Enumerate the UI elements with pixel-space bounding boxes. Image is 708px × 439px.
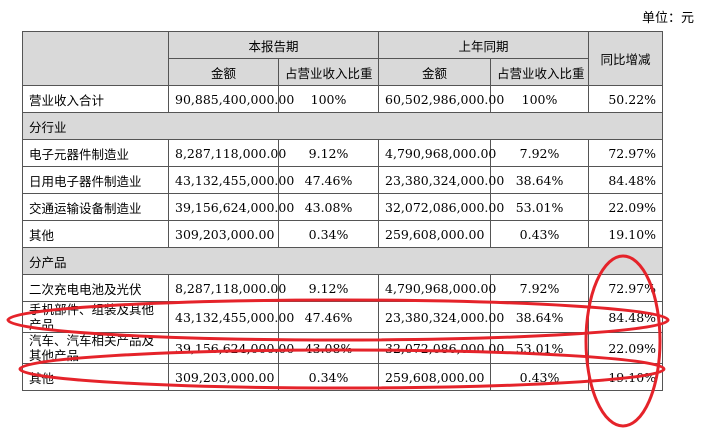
section-title: 分产品 <box>21 247 664 275</box>
prior-amount: 60,502,986,000.00 <box>378 85 504 113</box>
prior-amount: 259,608,000.00 <box>378 220 492 248</box>
revenue-breakdown-table: 本报告期 上年同期 同比增减 金额 占营业收入比重 金额 占营业收入比重 营业收… <box>21 31 664 391</box>
header-yoy-change: 同比增减 <box>588 31 664 86</box>
current-share: 0.34% <box>277 220 380 248</box>
header-prior-share: 占营业收入比重 <box>490 58 590 86</box>
prior-amount: 4,790,968,000.00 <box>378 274 496 302</box>
prior-amount: 23,380,324,000.00 <box>378 166 504 194</box>
unit-label: 单位：元 <box>641 11 694 26</box>
section-title: 分行业 <box>21 112 664 140</box>
current-amount: 39,156,624,000.00 <box>168 193 294 221</box>
current-amount: 43,132,455,000.00 <box>168 166 294 194</box>
row-name: 汽车、汽车相关产品及其他产品 <box>22 332 169 364</box>
row-name: 电子元器件制造业 <box>22 139 169 167</box>
yoy-change: 72.97% <box>588 274 664 302</box>
prior-share: 53.01% <box>490 332 590 364</box>
current-share: 47.46% <box>277 166 380 194</box>
prior-share: 7.92% <box>490 139 590 167</box>
header-current-period: 本报告期 <box>167 31 380 59</box>
section-header-product: 分产品 <box>21 247 664 275</box>
current-share: 9.12% <box>277 139 380 167</box>
prior-share: 0.43% <box>490 363 590 391</box>
table-row: 交通运输设备制造业 39,156,624,000.00 43.08% 32,07… <box>22 193 664 221</box>
yoy-change: 84.48% <box>588 301 664 333</box>
current-amount: 8,287,118,000.00 <box>168 274 286 302</box>
current-share: 0.34% <box>277 363 380 391</box>
yoy-change: 50.22% <box>588 85 664 113</box>
prior-share: 38.64% <box>490 301 590 333</box>
section-header-industry: 分行业 <box>21 112 664 140</box>
current-amount: 43,132,455,000.00 <box>168 301 294 333</box>
table-row: 电子元器件制造业 8,287,118,000.00 9.12% 4,790,96… <box>22 139 664 167</box>
row-name: 手机部件、组装及其他产品 <box>22 301 169 333</box>
yoy-change: 72.97% <box>588 139 664 167</box>
prior-amount: 32,072,086,000.00 <box>378 193 504 221</box>
table-row: 二次充电电池及光伏 8,287,118,000.00 9.12% 4,790,9… <box>22 274 664 302</box>
row-name: 其他 <box>22 363 169 391</box>
prior-amount: 32,072,086,000.00 <box>378 332 504 364</box>
prior-share: 53.01% <box>490 193 590 221</box>
yoy-change: 19.10% <box>588 220 664 248</box>
current-amount: 8,287,118,000.00 <box>168 139 286 167</box>
prior-amount: 259,608,000.00 <box>378 363 492 391</box>
header-row-2: 金额 占营业收入比重 金额 占营业收入比重 <box>23 58 663 86</box>
yoy-change: 22.09% <box>588 193 664 221</box>
table-row: 其他 309,203,000.00 0.34% 259,608,000.00 0… <box>22 363 664 391</box>
current-share: 43.08% <box>277 193 380 221</box>
current-amount: 309,203,000.00 <box>168 363 279 391</box>
header-row-1: 本报告期 上年同期 同比增减 <box>22 31 664 86</box>
current-amount: 90,885,400,000.00 <box>168 85 294 113</box>
table-row: 汽车、汽车相关产品及其他产品 39,156,624,000.00 43.08% … <box>22 332 664 364</box>
prior-share: 0.43% <box>490 220 590 248</box>
row-name: 二次充电电池及光伏 <box>22 274 169 302</box>
current-share: 100% <box>277 85 380 113</box>
row-name: 其他 <box>22 220 169 248</box>
current-share: 9.12% <box>277 274 380 302</box>
row-name: 日用电子器件制造业 <box>22 166 169 194</box>
yoy-change: 84.48% <box>588 166 664 194</box>
table-row: 手机部件、组装及其他产品 43,132,455,000.00 47.46% 23… <box>22 301 664 333</box>
header-current-amount: 金额 <box>168 58 279 86</box>
table-row: 日用电子器件制造业 43,132,455,000.00 47.46% 23,38… <box>22 166 664 194</box>
prior-amount: 4,790,968,000.00 <box>378 139 496 167</box>
current-amount: 39,156,624,000.00 <box>168 332 294 364</box>
prior-share: 100% <box>490 85 590 113</box>
row-name: 营业收入合计 <box>22 85 169 113</box>
prior-share: 38.64% <box>490 166 590 194</box>
total-row: 营业收入合计 90,885,400,000.00 100% 60,502,986… <box>22 85 664 113</box>
header-current-share: 占营业收入比重 <box>277 58 380 86</box>
yoy-change: 22.09% <box>588 332 664 364</box>
header-last-year-period: 上年同期 <box>378 31 590 59</box>
table-row: 其他 309,203,000.00 0.34% 259,608,000.00 0… <box>22 220 664 248</box>
current-amount: 309,203,000.00 <box>168 220 279 248</box>
header-prior-amount: 金额 <box>378 58 492 86</box>
row-name: 交通运输设备制造业 <box>22 193 169 221</box>
prior-share: 7.92% <box>490 274 590 302</box>
prior-amount: 23,380,324,000.00 <box>378 301 504 333</box>
yoy-change: 19.10% <box>588 363 664 391</box>
header-blank-cell <box>22 31 169 86</box>
